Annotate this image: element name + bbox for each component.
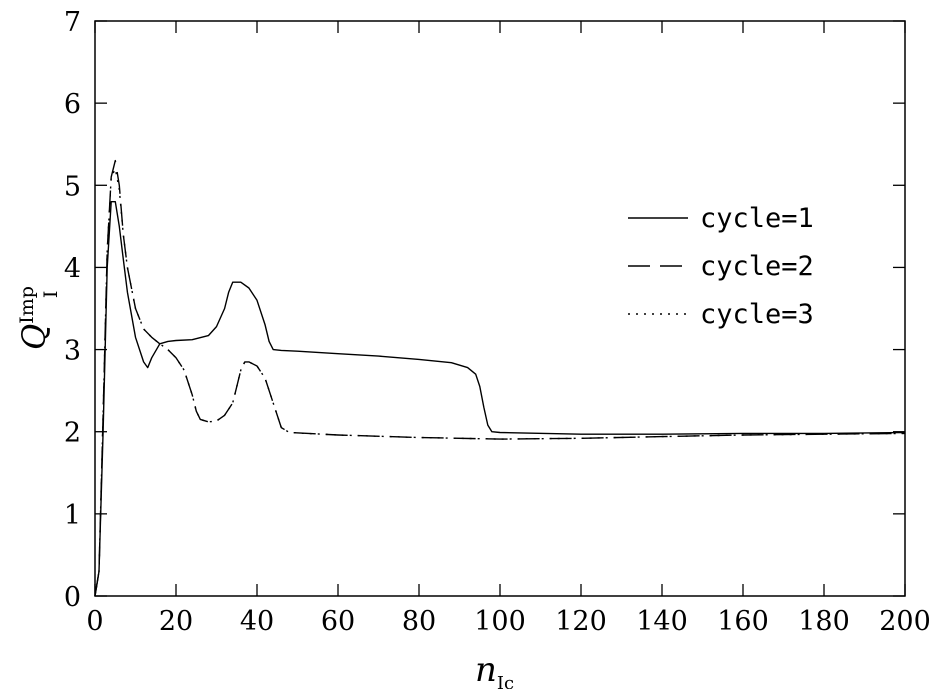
y-axis-label-subscript: I: [40, 291, 62, 299]
x-tick-label: 140: [636, 606, 688, 637]
y-tick-label: 2: [64, 418, 81, 449]
y-tick-label: 1: [64, 500, 81, 531]
series-line-cycle-2: [94, 159, 906, 597]
y-tick-label: 4: [64, 253, 81, 284]
x-tick-label: 160: [717, 606, 769, 637]
x-axis-ticks: 0 20 40 60 80 100 120 140 160 180 200: [86, 21, 931, 637]
x-tick-label: 40: [240, 606, 274, 637]
x-tick-label: 60: [321, 606, 355, 637]
x-axis-label: nIc: [475, 650, 514, 689]
y-axis-ticks: 0 1 2 3 4 5 6 7: [64, 7, 905, 613]
x-tick-label: 0: [86, 606, 103, 637]
y-tick-label: 0: [64, 582, 81, 613]
x-axis-label-main: n: [475, 650, 497, 689]
y-tick-label: 7: [64, 7, 81, 38]
x-tick-label: 80: [402, 606, 436, 637]
legend-label: cycle=1: [700, 203, 814, 234]
y-tick-label: 5: [64, 171, 81, 202]
y-axis-label-main: Q: [15, 324, 53, 350]
legend-label: cycle=2: [700, 251, 814, 282]
y-tick-label: 3: [64, 336, 81, 367]
legend: cycle=1 cycle=2 cycle=3: [628, 203, 814, 330]
x-tick-label: 100: [474, 606, 526, 637]
series-lines: [94, 159, 906, 597]
x-axis-label-subscript: Ic: [497, 673, 514, 689]
legend-label: cycle=3: [700, 299, 814, 330]
y-axis-label-superscript: Imp: [16, 286, 38, 324]
y-axis-label: QImp I: [15, 286, 62, 350]
x-tick-label: 200: [879, 606, 931, 637]
series-line-cycle-1: [94, 200, 906, 597]
x-tick-label: 120: [555, 606, 607, 637]
y-tick-label: 6: [64, 89, 81, 120]
x-tick-label: 180: [798, 606, 850, 637]
x-tick-label: 20: [159, 606, 193, 637]
